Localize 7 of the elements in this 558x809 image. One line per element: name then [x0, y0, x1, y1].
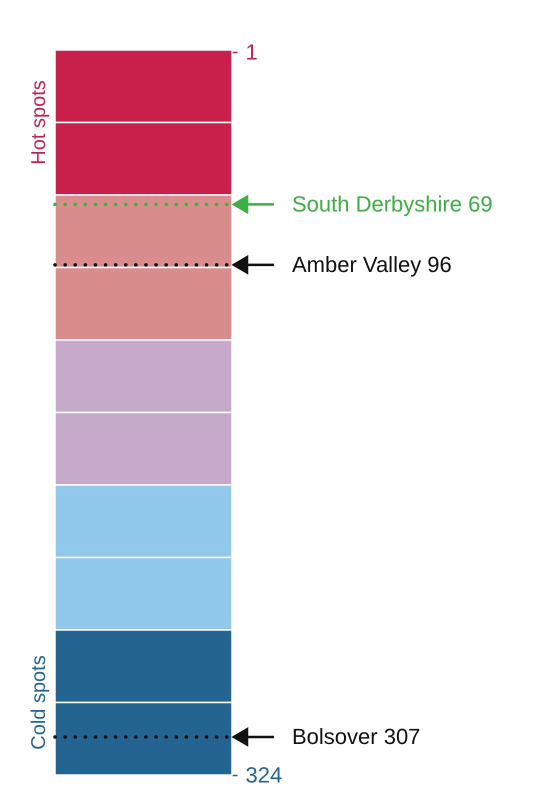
- text: Hot spots: [28, 80, 50, 165]
- y-tick-label: 324: [246, 762, 282, 788]
- ref-line-label: Amber Valley 96: [292, 252, 452, 277]
- ref-line-label: South Derbyshire 69: [292, 191, 493, 216]
- ref-line-label: Bolsover 307: [292, 724, 420, 749]
- text: Cold spots: [28, 655, 50, 750]
- y-tick-label: 1: [246, 40, 258, 65]
